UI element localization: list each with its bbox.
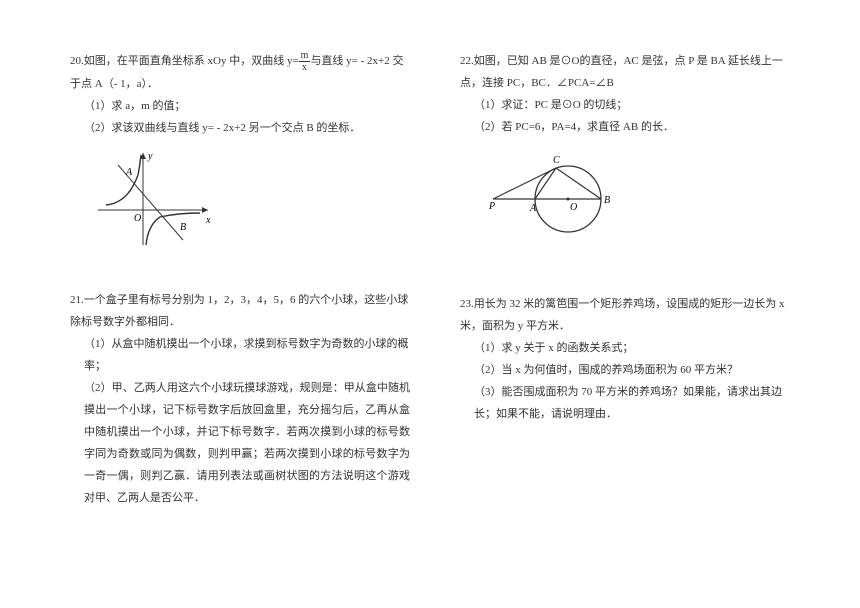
- label-y: y: [147, 151, 153, 162]
- q23-number: 23.: [460, 298, 474, 310]
- x-arrow: [202, 207, 208, 213]
- frac-top: m: [299, 50, 311, 62]
- q21-intro: 一个盒子里有标号分别为 1，2，3，4，5，6 的六个小球，这些小球除标号数字外…: [70, 294, 408, 328]
- label-A: A: [529, 203, 537, 214]
- exam-page: 20.如图，在平面直角坐标系 xOy 中，双曲线 y=mx与直线 y= - 2x…: [0, 0, 860, 529]
- center-dot: [567, 198, 570, 201]
- q22-intro: 如图，已知 AB 是⊙O的直径，AC 是弦，点 P 是 BA 延长线上一点，连接…: [460, 55, 783, 89]
- q23-part1: （1）求 y 关于 x 的函数关系式；: [460, 337, 800, 359]
- circle-graph: P A B C O: [478, 144, 628, 239]
- q20-intro: 20.如图，在平面直角坐标系 xOy 中，双曲线 y=mx与直线 y= - 2x…: [70, 50, 410, 95]
- right-column: 22.如图，已知 AB 是⊙O的直径，AC 是弦，点 P 是 BA 延长线上一点…: [460, 50, 800, 509]
- q22-intro-line: 22.如图，已知 AB 是⊙O的直径，AC 是弦，点 P 是 BA 延长线上一点…: [460, 50, 800, 94]
- q22-part1: （1）求证：PC 是⊙O 的切线；: [460, 94, 800, 116]
- q21-part2: （2）甲、乙两人用这六个小球玩摸球游戏，规则是：甲从盒中随机摸出一个小球，记下标…: [70, 377, 410, 509]
- q21-intro-line: 21.一个盒子里有标号分别为 1，2，3，4，5，6 的六个小球，这些小球除标号…: [70, 289, 410, 333]
- q20-part1: （1）求 a，m 的值；: [70, 95, 410, 117]
- left-column: 20.如图，在平面直角坐标系 xOy 中，双曲线 y=mx与直线 y= - 2x…: [70, 50, 410, 509]
- q21-number: 21.: [70, 294, 84, 306]
- line-CB: [556, 168, 601, 199]
- q20-text-a: 如图，在平面直角坐标系 xOy 中，双曲线 y=: [84, 55, 299, 67]
- fraction: mx: [299, 50, 311, 73]
- q22-figure: P A B C O: [478, 144, 800, 247]
- q23-part3: （3）能否围成面积为 70 平方米的养鸡场？如果能，请求出其边长；如果不能，请说…: [460, 381, 800, 425]
- label-O: O: [134, 213, 141, 224]
- q21-block: 21.一个盒子里有标号分别为 1，2，3，4，5，6 的六个小球，这些小球除标号…: [70, 289, 410, 509]
- q20-part2: （2）求该双曲线与直线 y= - 2x+2 另一个交点 B 的坐标．: [70, 117, 410, 139]
- label-P: P: [488, 201, 495, 212]
- curve-upper: [106, 155, 141, 205]
- q23-part2: （2）当 x 为何值时，围成的养鸡场面积为 60 平方米？: [460, 359, 800, 381]
- frac-bot: x: [299, 62, 311, 73]
- label-C: C: [553, 155, 560, 166]
- hyperbola-graph: A B O x y: [88, 145, 218, 255]
- q20-number: 20.: [70, 55, 84, 67]
- q22-part2: （2）若 PC=6，PA=4，求直径 AB 的长．: [460, 116, 800, 138]
- label-x: x: [205, 215, 211, 226]
- q23-intro: 用长为 32 米的篱笆围一个矩形养鸡场，设围成的矩形一边长为 x 米，面积为 y…: [460, 298, 785, 332]
- q21-part1: （1）从盒中随机摸出一个小球，求摸到标号数字为奇数的小球的概率；: [70, 333, 410, 377]
- q23-block: 23.用长为 32 米的篱笆围一个矩形养鸡场，设围成的矩形一边长为 x 米，面积…: [460, 293, 800, 425]
- q22-number: 22.: [460, 55, 474, 67]
- q20-figure: A B O x y: [88, 145, 410, 263]
- label-B: B: [180, 222, 186, 233]
- label-B: B: [604, 195, 610, 206]
- label-O: O: [570, 202, 577, 213]
- line-PC: [493, 168, 556, 199]
- label-A: A: [125, 167, 133, 178]
- q23-intro-line: 23.用长为 32 米的篱笆围一个矩形养鸡场，设围成的矩形一边长为 x 米，面积…: [460, 293, 800, 337]
